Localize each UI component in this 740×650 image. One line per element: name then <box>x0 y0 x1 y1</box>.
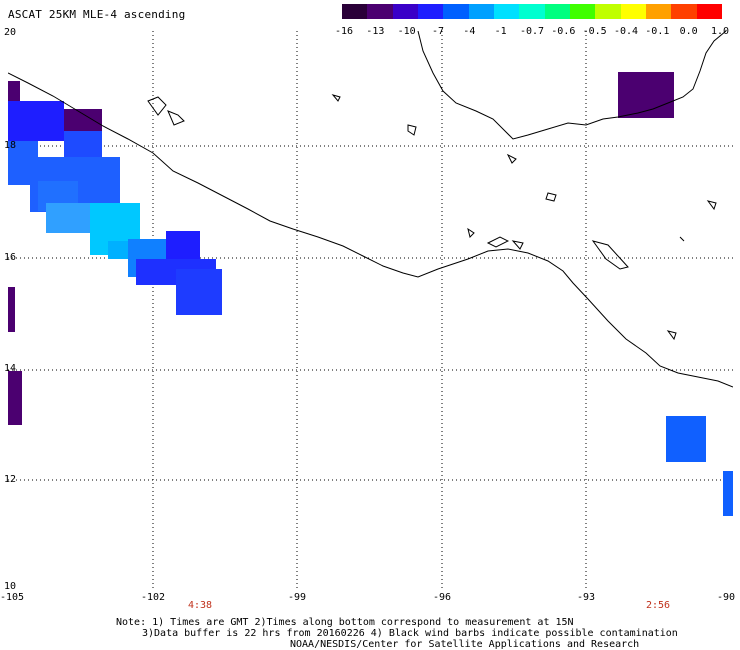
colorbar-tick-label: -16 <box>334 26 354 37</box>
lon-label-102: -102 <box>140 592 166 603</box>
lat-label-20: 20 <box>4 27 17 38</box>
colorbar-tick-label: -13 <box>366 26 385 37</box>
lon-label-99: -99 <box>287 592 307 603</box>
scatterometer-swath <box>8 72 733 516</box>
note-line-3: NOAA/NESDIS/Center for Satellite Applica… <box>290 639 640 650</box>
colorbar-segment <box>519 4 545 19</box>
colorbar-tick-label: -1 <box>494 26 507 37</box>
colorbar-segment <box>645 4 672 19</box>
note-line-1: Note: 1) Times are GMT 2)Times along bot… <box>116 617 574 628</box>
map-panel <box>8 31 733 589</box>
colorbar-segment <box>671 4 697 19</box>
colorbar-tick-label: 1.0 <box>710 26 730 37</box>
lat-label-10: 10 <box>4 581 17 592</box>
lon-label-96: -96 <box>432 592 452 603</box>
colorbar-tick-label: -0.1 <box>645 26 670 37</box>
colorbar-segment <box>468 4 494 19</box>
lon-label-105: -105 <box>0 592 25 603</box>
colorbar-segment <box>544 4 570 19</box>
colorbar-segment <box>342 4 368 19</box>
colorbar-tick-label: -0.6 <box>551 26 576 37</box>
colorbar-segment <box>417 4 444 19</box>
colorbar-tick-label: 0.0 <box>679 26 698 37</box>
colorbar-tick-label: -10 <box>397 26 416 37</box>
time-label-east: 2:56 <box>645 600 671 611</box>
colorbar-tick-label: -0.5 <box>582 26 607 37</box>
product-title: ASCAT 25KM MLE-4 ascending <box>8 8 186 21</box>
colorbar-segment <box>367 4 393 19</box>
colorbar-segment <box>392 4 418 19</box>
coastline <box>8 31 733 388</box>
colorbar-tick-label: -0.7 <box>519 26 545 37</box>
lon-label-93: -93 <box>576 592 596 603</box>
time-label-west: 4:38 <box>187 600 213 611</box>
colorbar-tick-label: -0.4 <box>613 26 639 37</box>
lat-label-14: 14 <box>4 363 17 374</box>
colorbar-segment <box>493 4 520 19</box>
colorbar-segment <box>696 4 722 19</box>
colorbar <box>342 4 722 19</box>
note-line-2: 3)Data buffer is 22 hrs from 20160226 4)… <box>142 628 678 639</box>
lat-label-12: 12 <box>4 474 17 485</box>
colorbar-segment <box>595 4 621 19</box>
lat-label-18: 18 <box>4 140 17 151</box>
colorbar-labels: -16 -13 -10 -7 -4 -1 -0.7 -0.6 -0.5 -0.4 -0.1 0.0 1.… <box>322 26 740 38</box>
colorbar-tick-label: -4 <box>463 26 476 37</box>
colorbar-segment <box>443 4 469 19</box>
colorbar-segment <box>569 4 596 19</box>
colorbar-tick-label: -7 <box>431 26 445 37</box>
lon-label-90: -90 <box>716 592 736 603</box>
colorbar-segment <box>620 4 646 19</box>
lat-label-16: 16 <box>4 252 17 263</box>
